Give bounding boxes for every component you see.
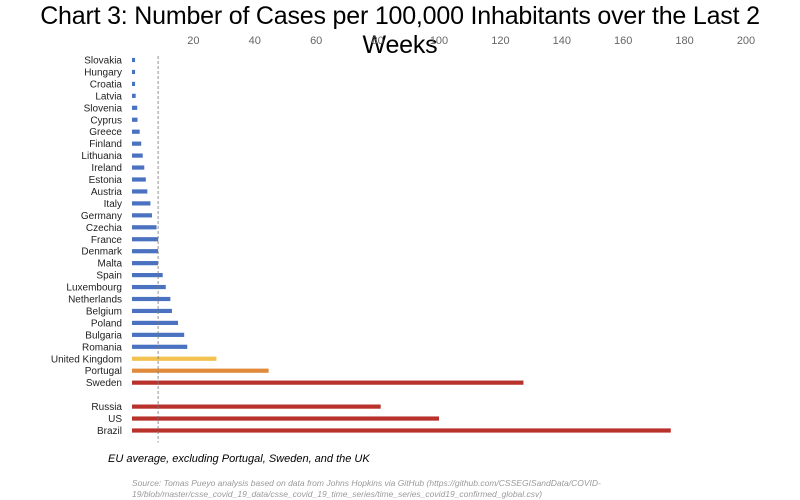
category-label: Belgium [86,306,122,317]
category-label: Russia [91,402,122,413]
x-tick-label: 200 [737,35,755,47]
bars [132,57,671,433]
bar [132,344,188,349]
category-label: Hungary [84,67,122,78]
category-label: US [108,414,122,425]
category-label: Netherlands [68,295,122,306]
x-tick-label: 100 [430,35,448,47]
category-label: Cyprus [90,115,122,126]
category-label: Lithuania [81,151,122,162]
bar [132,69,136,75]
x-axis: 20 40 60 80 100 120 140 160 180 200 [187,35,755,47]
bar [132,129,140,134]
category-label: Slovakia [84,56,122,67]
bar [132,296,171,302]
bar [132,249,159,254]
category-label: Romania [82,342,122,353]
category-label: Italy [104,199,122,210]
category-label: Slovenia [84,103,123,114]
category-label: Sweden [86,378,122,389]
category-label: Greece [89,127,122,138]
x-tick-label: 40 [249,35,261,47]
bar [132,320,179,325]
category-label: Portugal [85,366,122,377]
source-note: Source: Tomas Pueyo analysis based on da… [132,478,601,499]
category-labels: SlovakiaHungaryCroatiaLatviaSloveniaCypr… [51,56,123,438]
x-tick-label: 20 [187,35,199,47]
bar [132,81,136,86]
bar [132,284,166,290]
x-tick-label: 160 [614,35,632,47]
bar [132,368,269,373]
bar [132,105,138,110]
bar [132,93,136,98]
bar [132,261,159,266]
category-label: Brazil [97,426,122,437]
bar [132,380,524,385]
bar [132,404,381,409]
bar [132,416,439,421]
category-label: Luxembourg [66,283,122,294]
bar [132,165,145,170]
bar [132,332,185,337]
category-label: Estonia [89,175,123,186]
category-label: Bulgaria [85,330,122,341]
bar [132,213,152,218]
bar [132,201,151,206]
bar [132,141,142,146]
category-label: France [91,235,123,246]
category-label: Germany [81,211,122,222]
bar [132,177,146,182]
x-tick-label: 80 [371,35,383,47]
bar [132,356,217,361]
bar [132,237,159,242]
bar [132,153,143,158]
category-label: Latvia [95,91,122,102]
x-tick-label: 180 [675,35,693,47]
bar [132,117,138,122]
bar [132,189,148,194]
category-label: Spain [96,271,122,282]
bar [132,57,136,63]
category-label: Denmark [81,247,123,258]
x-tick-label: 140 [553,35,571,47]
x-tick-label: 120 [491,35,509,47]
bar [132,273,163,278]
category-label: Czechia [86,223,123,234]
bar [132,225,157,230]
chart-title: Chart 3: Number of Cases per 100,000 Inh… [40,2,760,59]
category-label: Croatia [90,79,123,90]
category-label: Malta [98,259,123,270]
category-label: Austria [91,187,123,198]
eu-average-note: EU average, excluding Portugal, Sweden, … [108,453,370,465]
bar [132,428,671,433]
category-label: United Kingdom [51,354,122,365]
x-tick-label: 60 [310,35,322,47]
category-label: Ireland [91,163,122,174]
category-label: Finland [89,139,122,150]
bar [132,308,172,314]
category-label: Poland [91,318,122,329]
